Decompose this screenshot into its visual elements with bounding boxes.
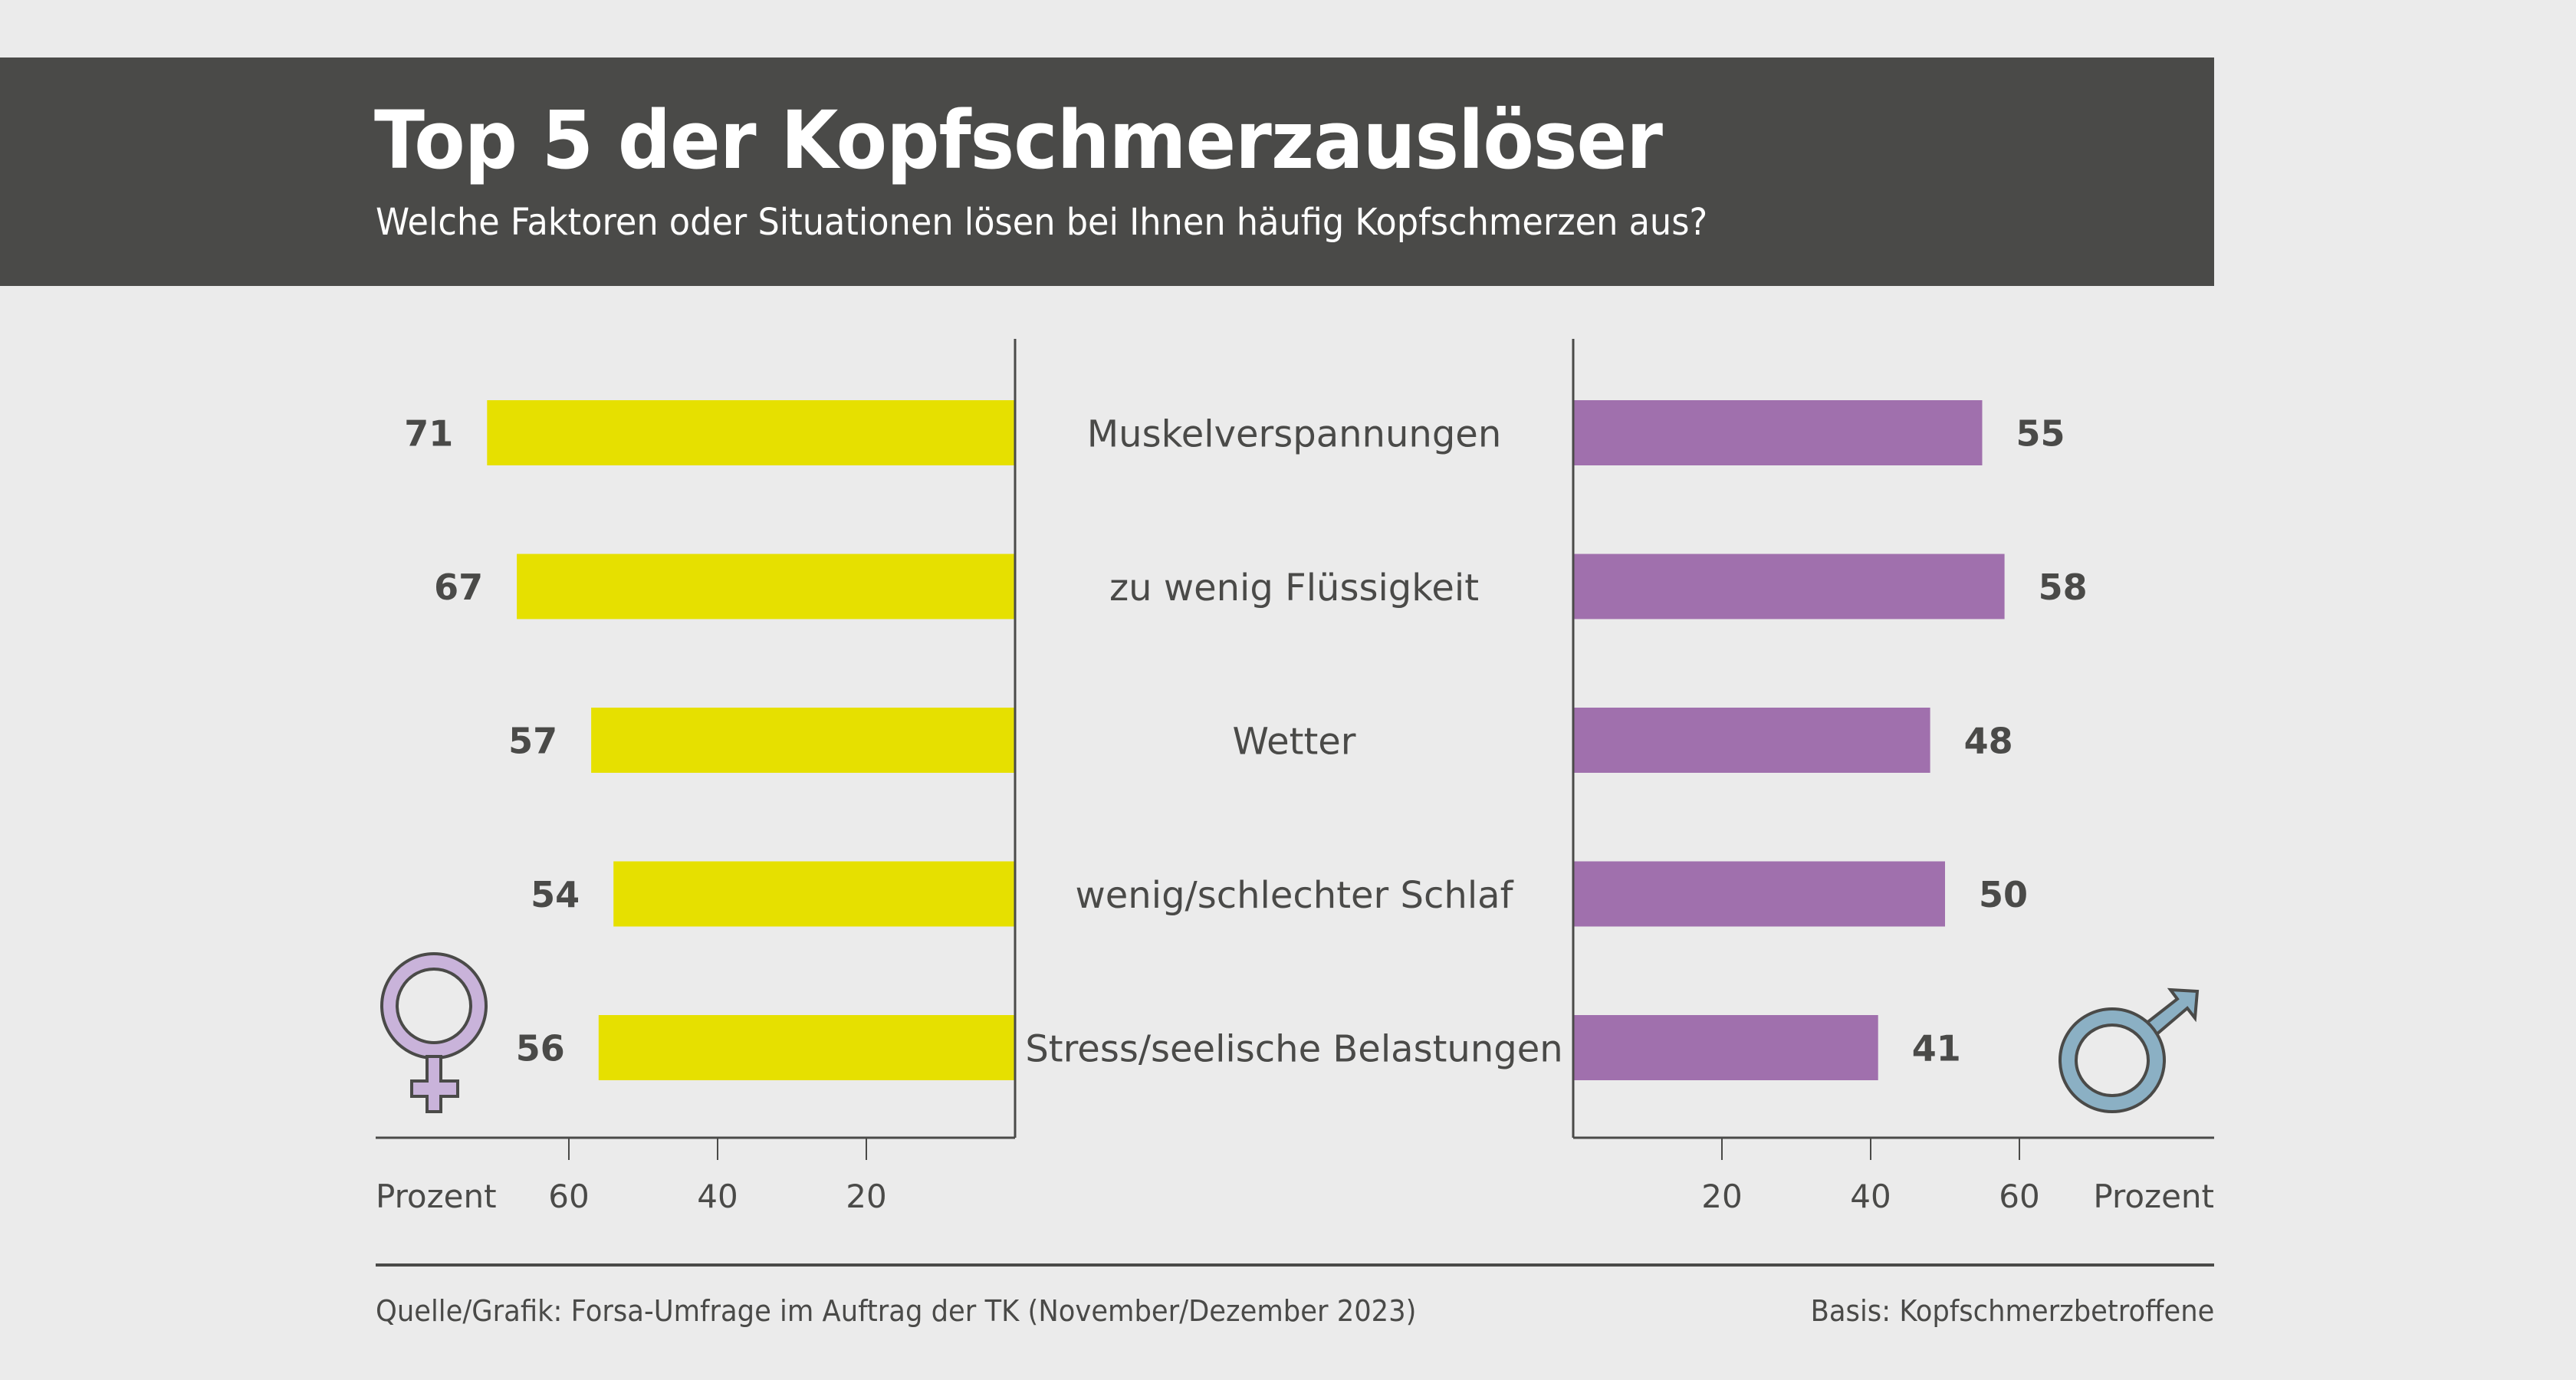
right-tick-label: 40 — [1850, 1178, 1891, 1215]
women-bars: 71 67 57 54 56 — [404, 400, 1015, 1080]
women-value-label: 54 — [531, 874, 580, 915]
footer-divider — [376, 1263, 2214, 1267]
women-bar — [517, 554, 1015, 619]
right-axis-unit-label: Prozent — [2093, 1178, 2214, 1215]
male-symbol-icon — [2058, 987, 2200, 1113]
category-labels: Muskelverspannungen zu wenig Flüssigkeit W… — [1025, 413, 1562, 1071]
left-tick-label: 60 — [548, 1178, 589, 1215]
men-bar — [1573, 554, 2005, 619]
men-bar — [1573, 708, 1930, 773]
category-label: Stress/seelische Belastungen — [1025, 1028, 1562, 1071]
category-label: Muskelverspannungen — [1087, 413, 1501, 456]
category-label: Wetter — [1232, 721, 1355, 764]
left-axis-unit-label: Prozent — [376, 1178, 497, 1215]
female-symbol-icon — [380, 952, 488, 1113]
women-bar — [591, 708, 1015, 773]
category-label: zu wenig Flüssigkeit — [1109, 567, 1479, 610]
women-bar — [613, 861, 1015, 927]
men-bar — [1573, 400, 1983, 465]
men-bar — [1573, 1015, 1878, 1080]
footer-source: Quelle/Grafik: Forsa-Umfrage im Auftrag … — [376, 1294, 1417, 1328]
chart-title: Top 5 der Kopfschmerzauslöser — [374, 94, 1663, 187]
men-value-label: 58 — [2039, 567, 2088, 608]
axes: 60 40 20 20 40 60 Prozent Prozent — [376, 339, 2214, 1215]
right-tick-label: 60 — [1999, 1178, 2039, 1215]
men-bars: 55 58 48 50 41 — [1573, 400, 2088, 1080]
women-value-label: 71 — [404, 413, 453, 455]
category-label: wenig/schlechter Schlaf — [1076, 874, 1514, 917]
footer-basis: Basis: Kopfschmerzbetroffene — [1810, 1294, 2214, 1328]
men-value-label: 50 — [1979, 874, 2028, 915]
men-value-label: 41 — [1912, 1028, 1961, 1070]
women-value-label: 57 — [508, 721, 557, 762]
chart-subtitle: Welche Faktoren oder Situationen lösen b… — [376, 201, 1708, 244]
right-tick-label: 20 — [1701, 1178, 1742, 1215]
women-value-label: 56 — [516, 1028, 565, 1070]
men-value-label: 48 — [1964, 721, 2013, 762]
men-bar — [1573, 861, 1945, 927]
header-banner — [0, 58, 2214, 286]
women-bar — [487, 400, 1015, 465]
left-tick-label: 20 — [846, 1178, 886, 1215]
women-bar — [598, 1015, 1015, 1080]
left-tick-label: 40 — [697, 1178, 738, 1215]
women-value-label: 67 — [434, 567, 483, 608]
men-value-label: 55 — [2016, 413, 2065, 455]
